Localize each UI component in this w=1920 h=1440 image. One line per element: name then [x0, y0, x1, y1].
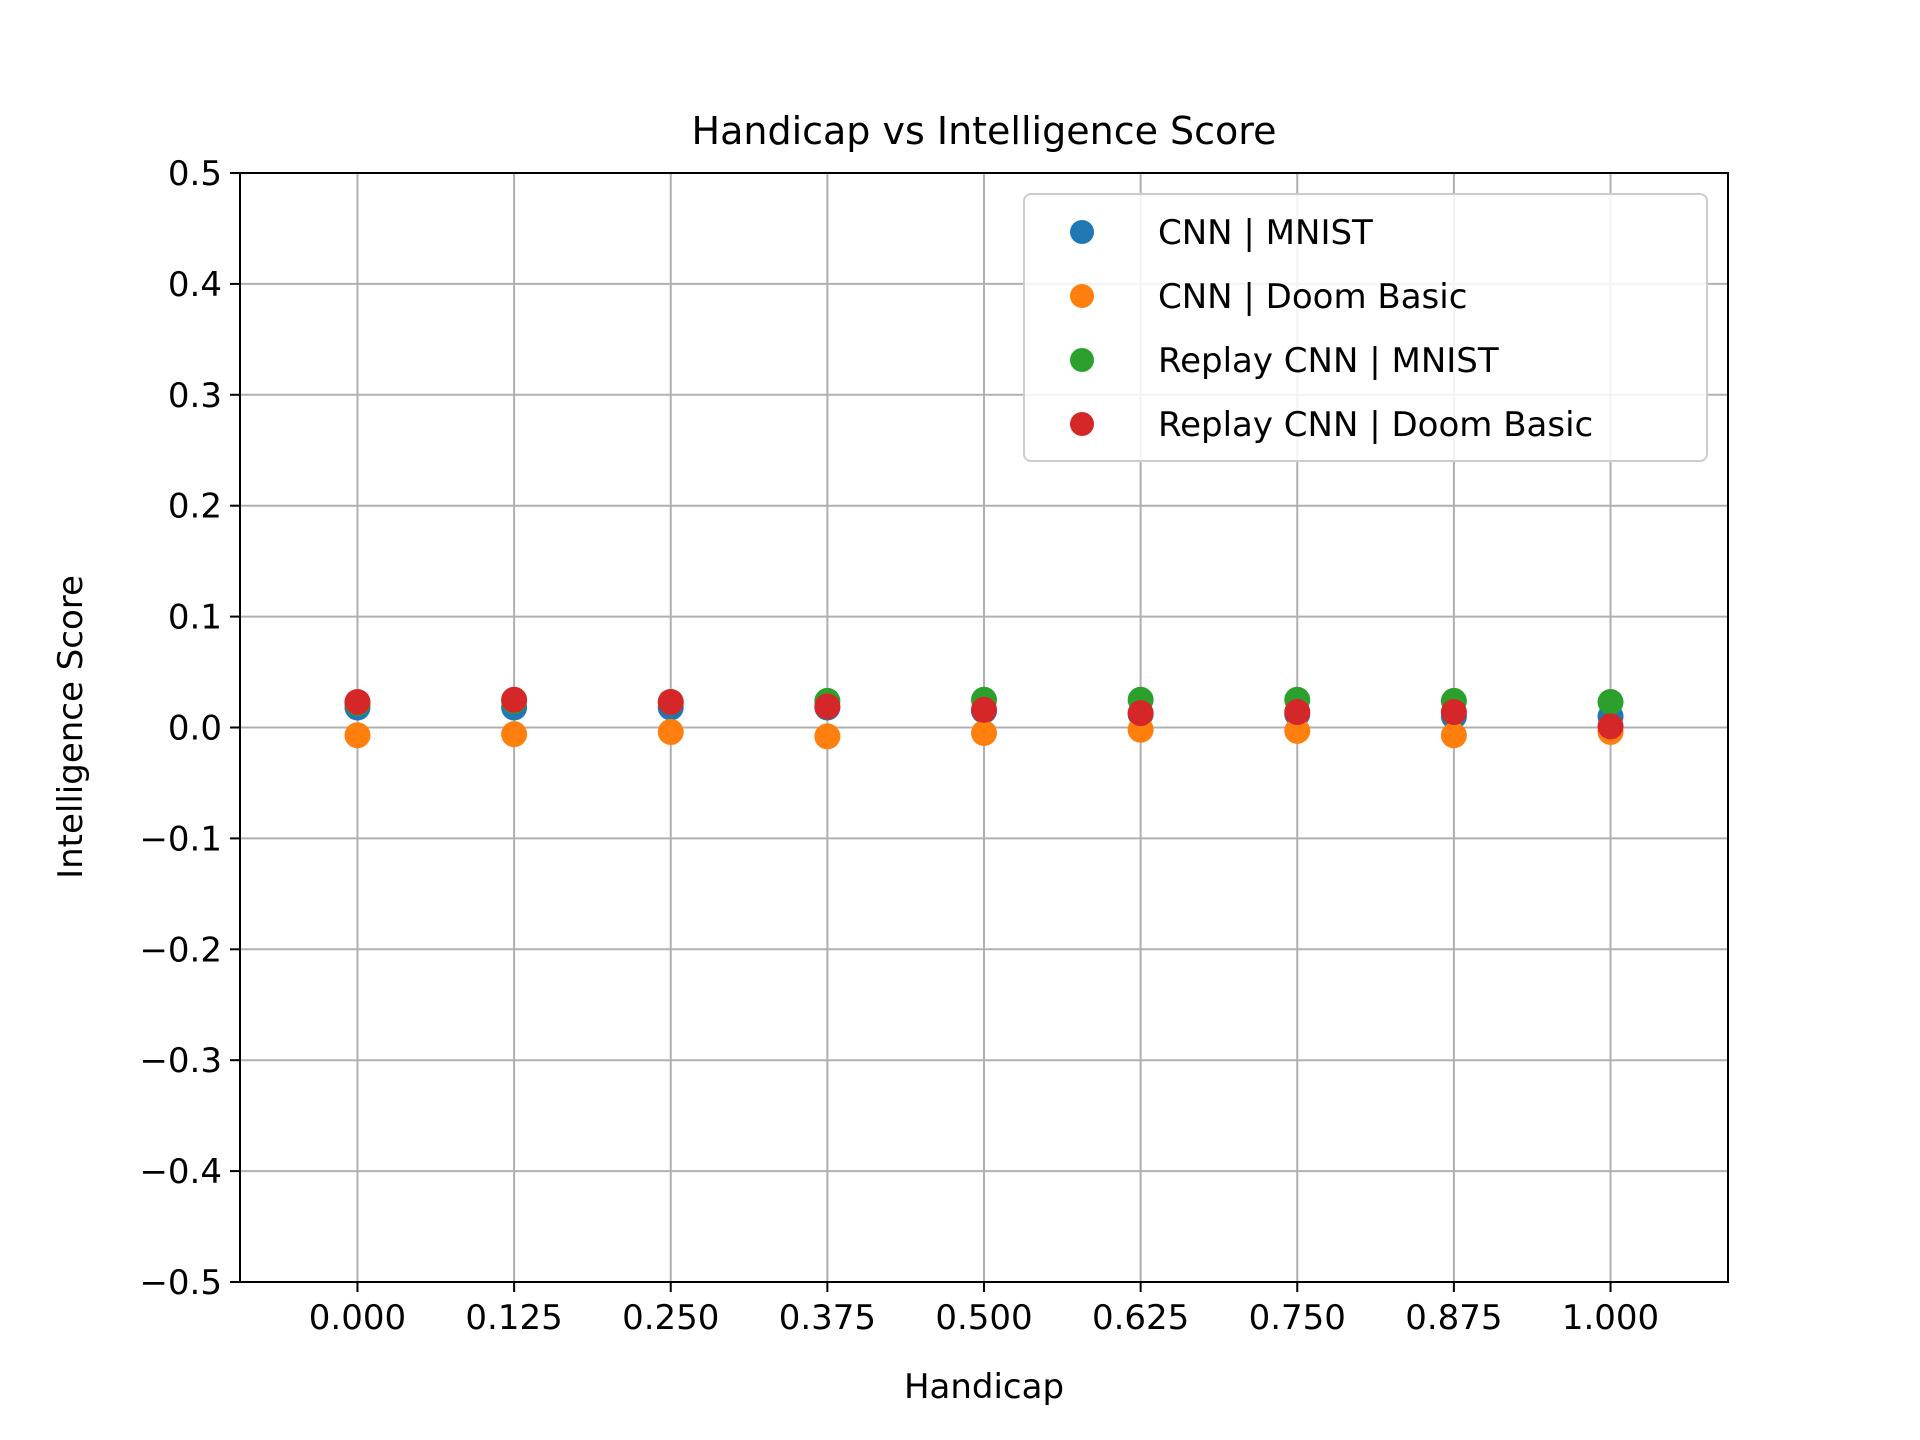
data-point-series-3 — [971, 696, 997, 723]
data-point-series-3 — [344, 688, 371, 715]
y-tick-label: 0.1 — [168, 598, 222, 638]
x-tick-label: 0.125 — [465, 1298, 562, 1338]
chart-title: Handicap vs Intelligence Score — [692, 109, 1277, 153]
y-tick-label: 0.0 — [168, 709, 222, 749]
data-point-series-1 — [814, 723, 841, 750]
x-tick-label: 0.625 — [1092, 1298, 1189, 1338]
data-point-series-1 — [657, 718, 684, 745]
data-point-series-3 — [657, 688, 684, 715]
y-tick-label: −0.3 — [139, 1041, 222, 1081]
y-tick-label: −0.2 — [139, 930, 222, 970]
legend-marker-cnn-doom-basic — [1070, 284, 1094, 308]
y-tick-label: 0.3 — [168, 376, 222, 416]
y-tick-label: 0.5 — [168, 154, 222, 194]
data-point-series-1 — [1284, 717, 1311, 744]
y-tick-label: −0.4 — [139, 1152, 222, 1192]
y-tick-label: 0.4 — [168, 265, 222, 305]
data-point-series-1 — [501, 721, 528, 748]
x-tick-label: 0.500 — [935, 1298, 1032, 1338]
data-point-series-3 — [814, 693, 841, 720]
data-point-series-1 — [971, 720, 997, 747]
legend-label-replay-cnn-mnist: Replay CNN | MNIST — [1158, 341, 1499, 381]
data-point-series-3 — [1284, 698, 1311, 725]
x-tick-label: 0.375 — [779, 1298, 876, 1338]
y-tick-label: −0.5 — [139, 1263, 222, 1303]
legend: CNN | MNIST CNN | Doom Basic Replay CNN … — [1023, 193, 1708, 462]
legend-box — [1023, 193, 1708, 462]
data-point-series-1 — [1440, 722, 1467, 749]
data-point-series-2 — [1597, 688, 1624, 715]
x-tick-label: 1.000 — [1562, 1298, 1659, 1338]
legend-label-replay-cnn-doom-basic: Replay CNN | Doom Basic — [1158, 405, 1593, 445]
data-point-series-3 — [1440, 698, 1467, 725]
legend-marker-cnn-mnist — [1070, 220, 1094, 244]
y-tick-label: −0.1 — [139, 819, 222, 859]
x-tick-label: 0.000 — [309, 1298, 406, 1338]
ticks: 0.000 0.125 0.250 0.375 0.500 0.625 0.750 0.875… — [139, 154, 1659, 1338]
legend-label-cnn-mnist: CNN | MNIST — [1158, 213, 1373, 253]
data-point-series-1 — [344, 722, 371, 749]
x-tick-label: 0.750 — [1249, 1298, 1346, 1338]
data-points — [344, 686, 1624, 750]
data-point-series-3 — [1127, 700, 1154, 727]
legend-marker-replay-cnn-doom-basic — [1070, 412, 1094, 436]
data-point-series-3 — [1597, 713, 1624, 740]
legend-label-cnn-doom-basic: CNN | Doom Basic — [1158, 277, 1467, 317]
y-tick-label: 0.2 — [168, 487, 222, 527]
legend-marker-replay-cnn-mnist — [1070, 348, 1094, 372]
y-axis-label: Intelligence Score — [51, 575, 91, 879]
x-axis-label: Handicap — [904, 1367, 1064, 1407]
data-point-series-3 — [501, 686, 528, 713]
x-tick-label: 0.250 — [622, 1298, 719, 1338]
x-tick-label: 0.875 — [1405, 1298, 1502, 1338]
